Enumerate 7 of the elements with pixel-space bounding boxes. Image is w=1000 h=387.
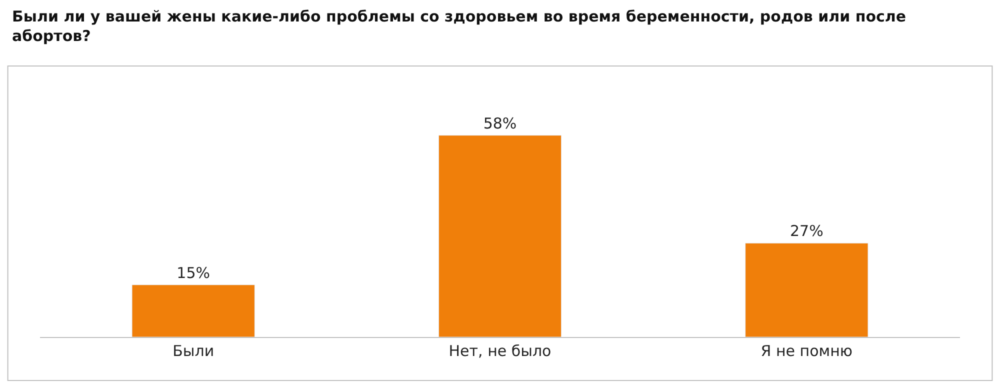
- x-tick-label: Были: [172, 342, 214, 360]
- chart-title: Были ли у вашей жены какие-либо проблемы со здоровьем во время беременности, родов или после абортов?: [12, 7, 906, 45]
- x-tick-label: Я не помню: [760, 342, 853, 360]
- data-label: 58%: [483, 114, 517, 132]
- x-tick-label: Нет, не было: [448, 342, 552, 360]
- data-label: 15%: [176, 264, 210, 282]
- data-label: 27%: [790, 222, 824, 240]
